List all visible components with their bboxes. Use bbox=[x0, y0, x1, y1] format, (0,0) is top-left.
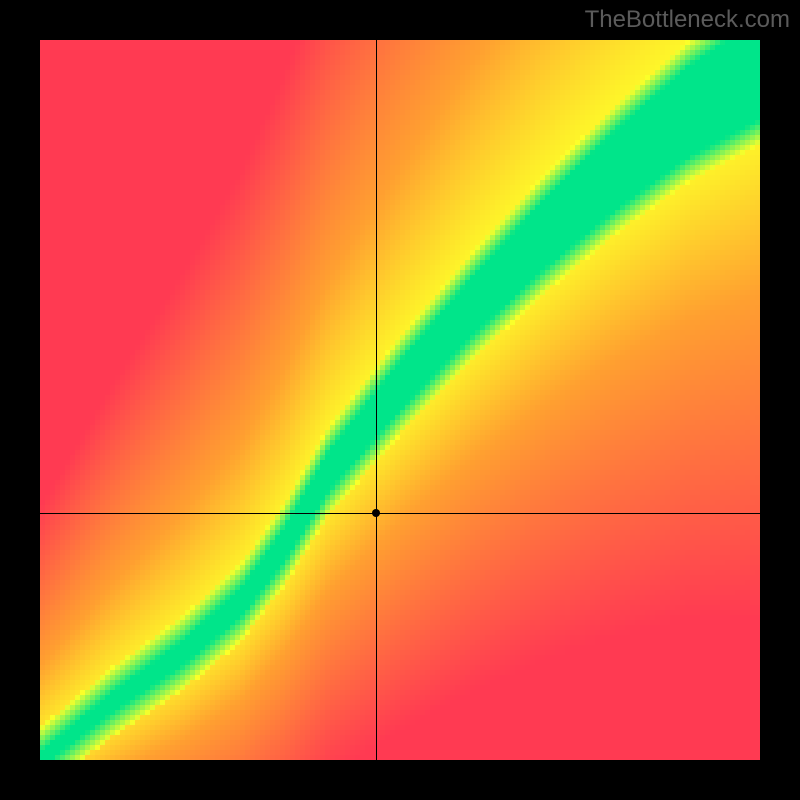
heatmap-canvas bbox=[40, 40, 760, 760]
watermark-text: TheBottleneck.com bbox=[585, 6, 790, 34]
chart-container: TheBottleneck.com bbox=[0, 0, 800, 800]
marker-point bbox=[372, 509, 380, 517]
chart-area bbox=[40, 40, 760, 760]
crosshair-horizontal bbox=[40, 513, 760, 514]
crosshair-vertical bbox=[376, 40, 377, 760]
